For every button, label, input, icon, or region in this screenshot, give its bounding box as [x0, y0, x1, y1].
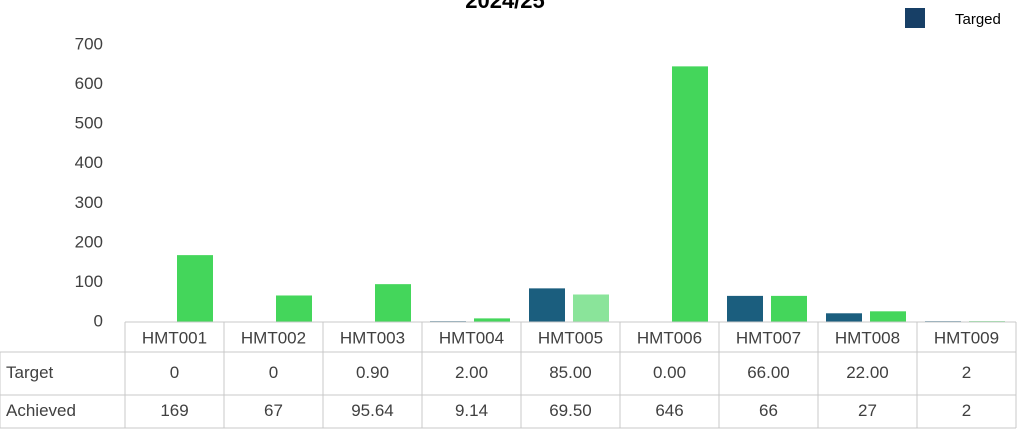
x-tick-label: HMT008: [835, 328, 900, 347]
bar: [727, 295, 763, 322]
bar: [573, 294, 609, 322]
chart-title: 2024/25: [465, 0, 545, 13]
table-value: 66: [759, 401, 778, 420]
bar: [177, 255, 213, 322]
table-value: 9.14: [455, 401, 488, 420]
table-value: 646: [655, 401, 683, 420]
x-tick-label: HMT009: [934, 328, 999, 347]
table-value: 2: [962, 363, 971, 382]
legend-swatch: [905, 8, 925, 28]
table-value: 66.00: [747, 363, 790, 382]
bar: [529, 288, 565, 322]
y-tick-label: 200: [75, 232, 103, 251]
x-tick-label: HMT006: [637, 328, 702, 347]
y-tick-label: 500: [75, 114, 103, 133]
y-tick-label: 400: [75, 153, 103, 172]
table-value: 169: [160, 401, 188, 420]
table-value: 2.00: [455, 363, 488, 382]
table-value: 0.90: [356, 363, 389, 382]
table-value: 22.00: [846, 363, 889, 382]
legend-label: Targed: [955, 11, 1001, 28]
x-tick-label: HMT002: [241, 328, 306, 347]
x-tick-label: HMT003: [340, 328, 405, 347]
bar: [276, 295, 312, 322]
table-value: 0: [170, 363, 179, 382]
bar: [826, 313, 862, 322]
bar: [375, 284, 411, 322]
row-label: Achieved: [6, 401, 76, 420]
table-value: 85.00: [549, 363, 592, 382]
y-tick-label: 0: [94, 311, 103, 330]
table-value: 27: [858, 401, 877, 420]
bar: [474, 318, 510, 322]
bar: [771, 295, 807, 322]
bar: [870, 311, 906, 322]
y-tick-label: 600: [75, 74, 103, 93]
y-tick-label: 100: [75, 272, 103, 291]
x-tick-label: HMT005: [538, 328, 603, 347]
x-tick-label: HMT001: [142, 328, 207, 347]
x-tick-label: HMT007: [736, 328, 801, 347]
bar: [672, 66, 708, 323]
x-tick-label: HMT004: [439, 328, 504, 347]
row-label: Target: [6, 363, 54, 382]
y-tick-label: 300: [75, 193, 103, 212]
table-value: 2: [962, 401, 971, 420]
table-value: 0.00: [653, 363, 686, 382]
table-value: 67: [264, 401, 283, 420]
table-value: 0: [269, 363, 278, 382]
y-tick-label: 700: [75, 34, 103, 53]
table-value: 69.50: [549, 401, 592, 420]
table-value: 95.64: [351, 401, 394, 420]
